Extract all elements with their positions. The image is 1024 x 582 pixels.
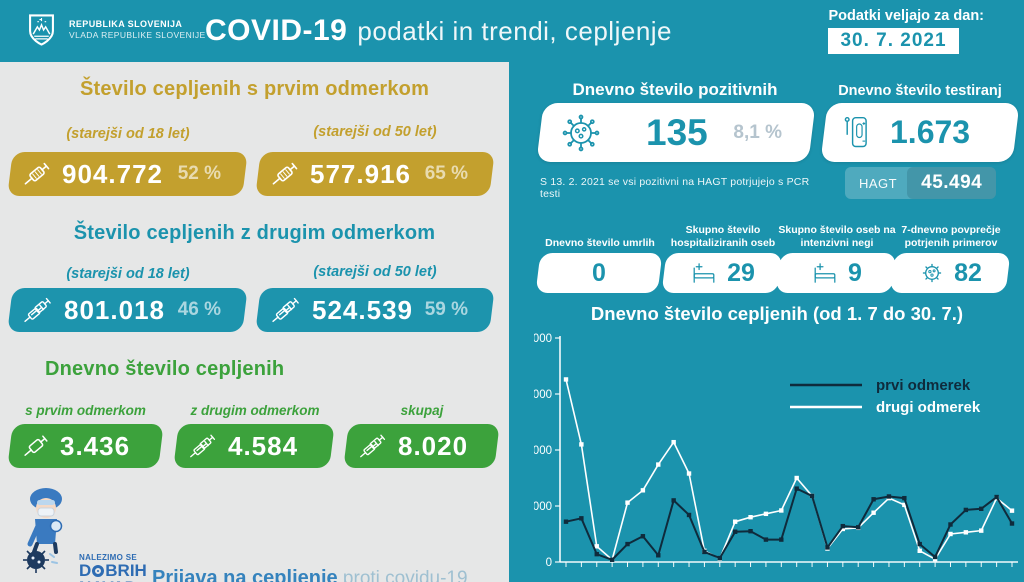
second-dose-title: Število cepljenih z drugim odmerkom — [73, 222, 436, 244]
hagt-label: HAGT — [859, 175, 898, 191]
syringe-icon — [272, 162, 298, 185]
hospital-bed-icon — [693, 263, 715, 283]
daily-second-label: z drugim odmerkom — [190, 403, 320, 418]
hospital-bed-icon — [814, 263, 836, 283]
first-dose-50-pill: 577.916 65 % — [255, 152, 495, 196]
badge-line1: NALEZIMO SE — [79, 553, 137, 562]
tests-pill: 1.673 — [820, 103, 1020, 162]
page-title-sub: podatki in trendi, cepljenje — [357, 15, 673, 46]
second-dose-50-pill: 524.539 59 % — [255, 288, 495, 332]
icu-pill: 9 — [775, 253, 897, 293]
first-dose-group1-label: (starejši od 18 let) — [66, 126, 190, 142]
badge-line3: NAVAD — [79, 579, 147, 582]
virus-icon — [922, 263, 942, 283]
second-dose-50-value: 524.539 — [312, 294, 413, 325]
second-dose-group1-label: (starejši od 18 let) — [66, 266, 190, 282]
first-dose-title: Število cepljenih s prvim odmerkom — [79, 78, 430, 100]
mascot-illustration — [23, 488, 63, 573]
hagt-value: 45.494 — [907, 167, 997, 199]
vaccination-panel: Število cepljenih s prvim odmerkom (star… — [0, 62, 509, 582]
rapid-test-icon — [844, 116, 867, 147]
positive-percent: 8,1 % — [733, 121, 782, 143]
svg-text:0: 0 — [546, 557, 552, 569]
hagt-box: HAGT 45.494 — [845, 167, 997, 199]
svg-text:20000: 20000 — [534, 333, 552, 345]
deaths-pill: 0 — [535, 253, 663, 293]
icu-value: 9 — [848, 258, 862, 287]
first-dose-18-pill: 904.772 52 % — [7, 152, 248, 196]
positive-pill: 135 8,1 % — [536, 103, 816, 162]
gov-subname: VLADA REPUBLIKE SLOVENIJE — [69, 30, 206, 41]
syringe-icon — [24, 435, 48, 456]
gov-name: REPUBLIKA SLOVENIJA — [69, 18, 183, 29]
svg-text:15000: 15000 — [534, 389, 552, 401]
avg7-pill: 82 — [889, 253, 1011, 293]
icu-label: Skupno število oseb na intenzivni negi — [778, 224, 896, 249]
daily-vaccination-chart: 0 5000 10000 15000 20000 prvi odmerek drugi od… — [534, 333, 1018, 569]
badge-line2: D BRIH — [79, 561, 147, 581]
virus-icon — [562, 114, 600, 151]
daily-total-label: skupaj — [400, 403, 444, 418]
deaths-label: Dnevno število umrlih — [545, 237, 655, 249]
daily-second-pill: 4.584 — [173, 424, 335, 468]
daily-first-value: 3.436 — [60, 430, 131, 461]
cta-bold-text: Prijava na cepljenje — [152, 567, 338, 582]
hospitalized-pill: 29 — [661, 253, 783, 293]
positive-value: 135 — [646, 111, 708, 153]
daily-total-pill: 8.020 — [343, 424, 500, 468]
second-dose-18-percent: 46 % — [177, 299, 221, 320]
second-dose-18-value: 801.018 — [64, 294, 165, 325]
chart-title: Dnevno število cepljenih (od 1. 7 do 30.… — [590, 303, 964, 324]
hospitalized-value: 29 — [727, 258, 755, 287]
virus-o-icon — [92, 564, 105, 577]
first-dose-18-percent: 52 % — [177, 163, 221, 184]
daily-second-value: 4.584 — [228, 430, 299, 461]
legend-prvi-odmerek: prvi odmerek — [876, 377, 971, 394]
first-dose-18-value: 904.772 — [62, 158, 163, 189]
second-dose-group2-label: (starejši od 50 let) — [313, 264, 437, 280]
daily-vaccinated-title: Dnevno število cepljenih — [45, 358, 285, 380]
tests-value: 1.673 — [890, 114, 971, 150]
first-dose-50-percent: 65 % — [424, 163, 468, 184]
positive-title: Dnevno število pozitivnih — [572, 80, 778, 99]
pcr-note: S 13. 2. 2021 se vsi pozitivni na HAGT p… — [540, 176, 810, 200]
government-logo: REPUBLIKA SLOVENIJA VLADA REPUBLIKE SLOV… — [28, 13, 206, 47]
cta-rest-text: proti covidu-19 — [337, 568, 468, 582]
signup-cta: Prijava na cepljenje proti covidu-19 na … — [152, 565, 468, 582]
double-syringe-icon — [190, 434, 216, 458]
svg-text:10000: 10000 — [534, 445, 552, 457]
page-title: COVID-19 podatki in trendi, cepljenje — [205, 0, 672, 62]
deaths-value: 0 — [592, 258, 606, 287]
date-value: 30. 7. 2021 — [828, 28, 959, 54]
double-syringe-icon — [360, 434, 386, 458]
header: REPUBLIKA SLOVENIJA VLADA REPUBLIKE SLOV… — [0, 0, 1024, 62]
legend-drugi-odmerek: drugi odmerek — [876, 399, 981, 416]
avg7-label: 7-dnevno povprečje potrjenih primerov — [901, 224, 1001, 249]
second-dose-18-pill: 801.018 46 % — [7, 288, 248, 332]
data-date: Podatki veljajo za dan: 30. 7. 2021 — [828, 8, 984, 54]
slovenia-coat-of-arms-icon — [29, 14, 54, 46]
daily-total-value: 8.020 — [398, 430, 469, 461]
double-syringe-icon — [24, 297, 51, 323]
avg7-value: 82 — [954, 258, 982, 287]
syringe-icon — [24, 162, 50, 185]
date-label: Podatki veljajo za dan: — [828, 8, 984, 24]
hospitalized-label: Skupno število hospitaliziranih oseb — [670, 224, 776, 249]
double-syringe-icon — [272, 297, 299, 323]
first-dose-group2-label: (starejši od 50 let) — [313, 124, 437, 140]
second-dose-50-percent: 59 % — [424, 299, 468, 320]
page-title-main: COVID-19 — [205, 14, 348, 47]
tests-title: Dnevno število testiranj — [838, 83, 1002, 99]
daily-first-label: s prvim odmerkom — [25, 403, 146, 418]
first-dose-50-value: 577.916 — [310, 158, 411, 189]
daily-first-pill: 3.436 — [7, 424, 164, 468]
svg-text:5000: 5000 — [534, 501, 552, 513]
